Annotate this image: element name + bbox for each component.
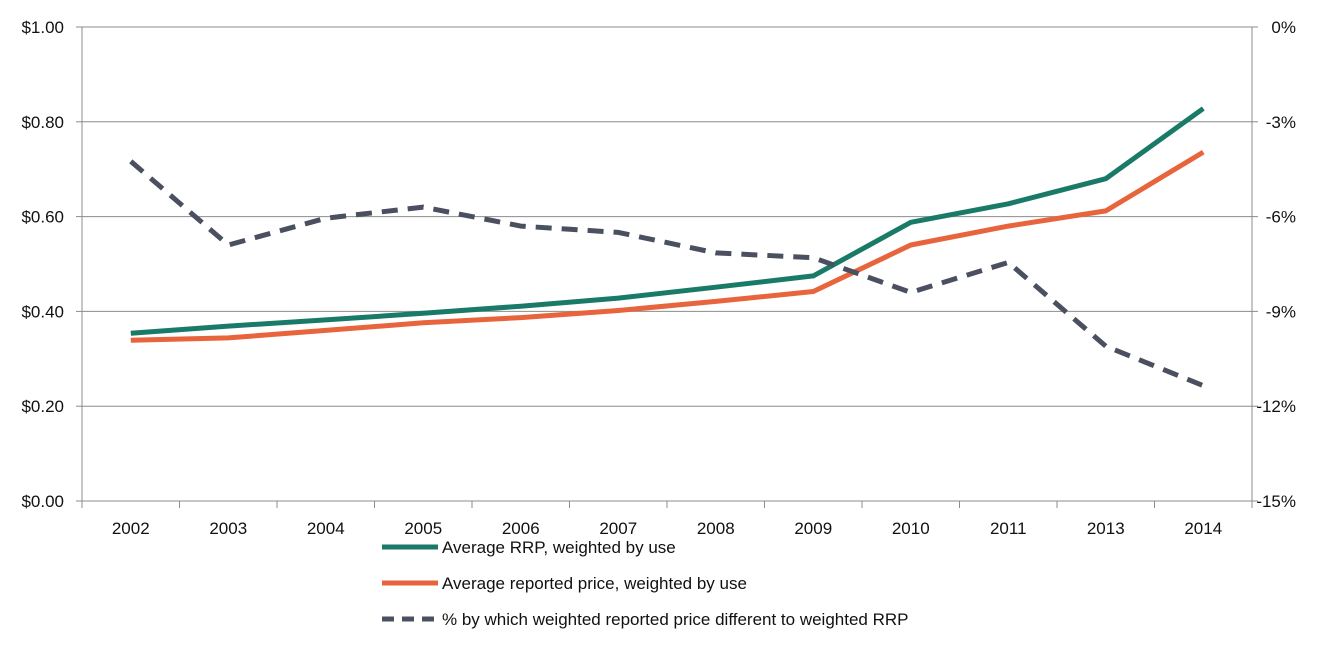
right-tick-label: -6% (1266, 208, 1296, 227)
axes: $0.00 $0.20 $0.40 $0.60 $0.80 $1.00 -15% -12% -9… (21, 18, 1296, 538)
right-tick-label: -12% (1256, 397, 1296, 416)
right-tick-label: 0% (1271, 18, 1296, 37)
series-line-3 (129, 159, 1205, 389)
legend-entry-1: Average RRP, weighted by use (382, 538, 676, 557)
series-line-1 (130, 106, 1205, 336)
grid-lines (82, 26, 1252, 407)
x-tick-label: 2014 (1184, 519, 1222, 538)
x-tick-label: 2007 (599, 519, 637, 538)
x-tick-label: 2010 (892, 519, 930, 538)
series-line-2 (130, 149, 1205, 343)
legend-label: Average RRP, weighted by use (442, 538, 676, 557)
left-tick-label: $0.20 (21, 397, 64, 416)
x-tick-label: 2004 (307, 519, 345, 538)
x-tick-label: 2005 (404, 519, 442, 538)
left-tick-label: $0.00 (21, 492, 64, 511)
x-tick-label: 2006 (502, 519, 540, 538)
x-tick-label: 2002 (112, 519, 150, 538)
x-tick-label: 2009 (794, 519, 832, 538)
legend-entry-3: % by which weighted reported price diffe… (382, 610, 909, 629)
legend: Average RRP, weighted by use Average repo… (382, 538, 909, 629)
left-tick-label: $0.60 (21, 208, 64, 227)
x-tick-label: 2013 (1087, 519, 1125, 538)
x-tick-label: 2011 (990, 519, 1027, 538)
right-tick-label: -9% (1266, 302, 1296, 321)
left-tick-label: $1.00 (21, 18, 64, 37)
right-tick-label: -3% (1266, 113, 1296, 132)
right-tick-label: -15% (1256, 492, 1296, 511)
series-lines (129, 106, 1205, 389)
legend-label: % by which weighted reported price diffe… (442, 610, 909, 629)
legend-label: Average reported price, weighted by use (442, 574, 747, 593)
x-tick-label: 2003 (209, 519, 247, 538)
left-tick-label: $0.40 (21, 302, 64, 321)
legend-entry-2: Average reported price, weighted by use (382, 574, 747, 593)
left-tick-label: $0.80 (21, 113, 64, 132)
x-tick-label: 2008 (697, 519, 735, 538)
